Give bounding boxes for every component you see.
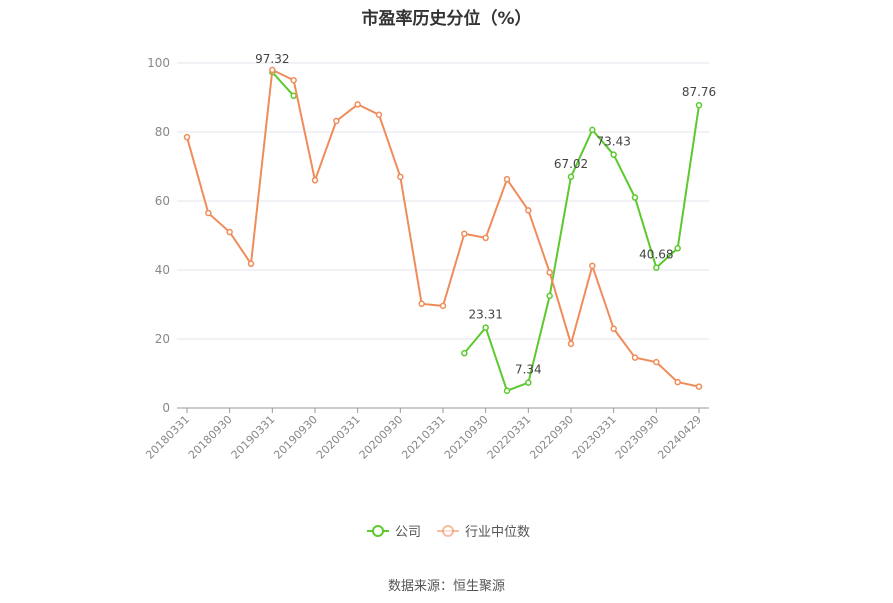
series-0-point — [589, 126, 596, 134]
series-0-point — [503, 387, 511, 394]
data-label: 87.76 — [682, 85, 716, 99]
data-label: 97.32 — [255, 52, 289, 66]
grid-lines — [177, 62, 709, 340]
data-source-note: 数据来源：恒生聚源 — [387, 579, 505, 594]
x-tick-label: 20210331 — [399, 413, 448, 462]
series-0-point — [674, 245, 681, 252]
series-1-point — [695, 383, 703, 390]
series-0-point — [631, 194, 639, 201]
data-label: 23.31 — [468, 308, 502, 322]
x-tick-label: 20210930 — [442, 413, 491, 462]
legend-marker-0 — [372, 525, 384, 537]
chart-title: 市盈率历史分位（%） — [361, 9, 532, 29]
series-1-point — [311, 177, 319, 184]
series-1-point — [567, 340, 575, 348]
x-tick-label: 20220331 — [485, 413, 534, 462]
legend-marker-1 — [442, 525, 454, 537]
y-tick-label: 0 — [162, 401, 170, 415]
legend-label-0[interactable]: 公司 — [395, 525, 421, 540]
series-1-point — [354, 101, 361, 108]
series-1-point — [610, 325, 617, 332]
series-0-point — [567, 173, 575, 181]
series-1-point — [269, 66, 276, 74]
x-tick-label: 20200930 — [357, 413, 406, 462]
series-1-point — [461, 230, 468, 238]
x-tick-label: 20230930 — [613, 413, 662, 462]
x-tick-label: 20220930 — [527, 413, 576, 462]
x-tick-label: 20230331 — [570, 413, 619, 462]
y-tick-label: 60 — [155, 194, 170, 208]
series-lines — [183, 66, 703, 394]
x-tick-label: 20190331 — [229, 413, 278, 462]
data-label: 40.68 — [639, 248, 673, 262]
x-tick-label: 20180930 — [186, 413, 235, 462]
series-1-point — [226, 228, 233, 236]
series-0-point — [610, 151, 617, 158]
series-1-point — [375, 111, 383, 118]
series-1-point — [482, 234, 489, 242]
series-line-0 — [463, 105, 700, 393]
x-tick-label: 20190930 — [271, 413, 320, 462]
x-axis: 2018033120180930201903312019093020200331… — [143, 407, 709, 462]
y-tick-label: 20 — [155, 332, 170, 346]
series-1-point — [290, 77, 297, 84]
series-0-point — [482, 324, 489, 331]
series-0-point — [290, 92, 297, 100]
series-1-point — [546, 269, 553, 276]
series-1-point — [631, 354, 639, 361]
y-axis: 0 20 40 60 80 100 — [147, 56, 170, 415]
series-0-point — [653, 264, 660, 271]
data-label: 7.34 — [515, 363, 542, 377]
series-1-point — [589, 262, 596, 270]
series-1-point — [674, 378, 681, 386]
y-tick-label: 80 — [155, 125, 170, 139]
series-1-point — [205, 209, 212, 217]
series-1-point — [247, 260, 255, 268]
data-labels: 97.32 23.31 7.34 67.02 73.43 40.68 87.76 — [255, 52, 716, 376]
series-1-point — [653, 358, 660, 366]
data-label: 67.02 — [554, 157, 588, 171]
series-1-point — [397, 173, 404, 181]
series-1-point — [503, 176, 511, 183]
series-1-point — [333, 117, 340, 125]
series-line-0 — [271, 71, 295, 97]
series-0-point — [546, 292, 553, 300]
series-1-point — [525, 207, 532, 214]
legend-label-1[interactable]: 行业中位数 — [465, 525, 530, 540]
legend: 公司 行业中位数 — [367, 525, 530, 540]
x-tick-label: 20240429 — [655, 413, 704, 462]
series-1-point — [183, 133, 191, 141]
series-0-point — [461, 349, 468, 357]
series-1-point — [439, 302, 447, 310]
series-0-point — [525, 379, 532, 386]
series-1-point — [418, 300, 425, 308]
data-label: 73.43 — [596, 135, 630, 149]
x-tick-label: 20200331 — [314, 413, 363, 462]
series-0-point — [695, 101, 703, 109]
y-tick-label: 40 — [155, 263, 170, 277]
x-tick-label: 20180331 — [143, 413, 192, 462]
y-tick-label: 100 — [147, 56, 170, 70]
